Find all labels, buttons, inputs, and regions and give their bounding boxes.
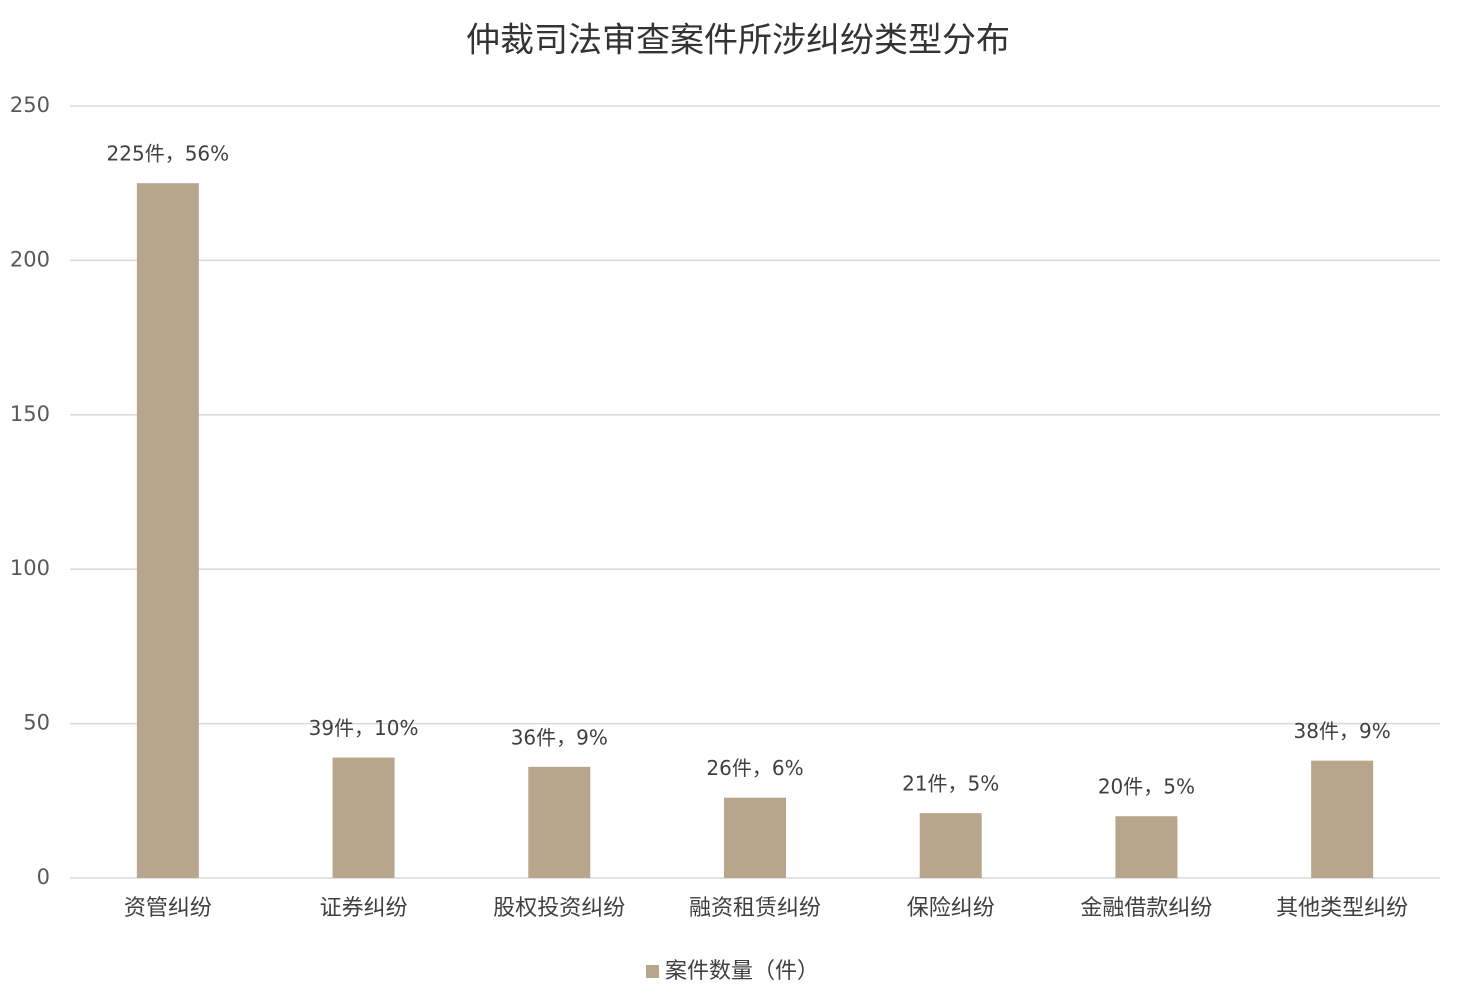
x-tick-label: 证券纠纷 [320,896,408,921]
x-tick-label: 股权投资纠纷 [493,896,625,921]
value-label: 39件，10% [309,716,419,740]
x-tick-label: 资管纠纷 [124,896,212,921]
y-tick-label: 0 [37,865,50,889]
legend-label: 案件数量（件） [665,959,819,984]
bar [724,797,786,878]
bar [528,766,591,878]
x-tick-label: 其他类型纠纷 [1276,896,1408,921]
bar [332,757,395,878]
y-tick-label: 50 [23,711,50,735]
value-label: 36件，9% [511,725,608,749]
x-tick-label: 金融借款纠纷 [1080,896,1212,921]
value-label: 20件，5% [1098,775,1195,799]
y-tick-label: 250 [10,93,50,117]
x-tick-label: 融资租赁纠纷 [689,896,821,921]
x-tick-label: 保险纠纷 [907,896,995,921]
legend-swatch [646,965,659,978]
y-tick-label: 200 [10,247,50,271]
chart-title: 仲裁司法审查案件所涉纠纷类型分布 [466,21,1010,61]
bar [1311,760,1374,878]
value-label: 26件，6% [706,756,803,780]
bar [919,813,982,878]
bar [136,183,199,878]
y-tick-label: 150 [10,402,50,426]
value-label: 38件，9% [1294,719,1391,743]
value-label: 21件，5% [902,772,999,796]
y-tick-label: 100 [10,556,50,580]
bar [1115,816,1178,878]
value-label: 225件，56% [107,142,230,166]
